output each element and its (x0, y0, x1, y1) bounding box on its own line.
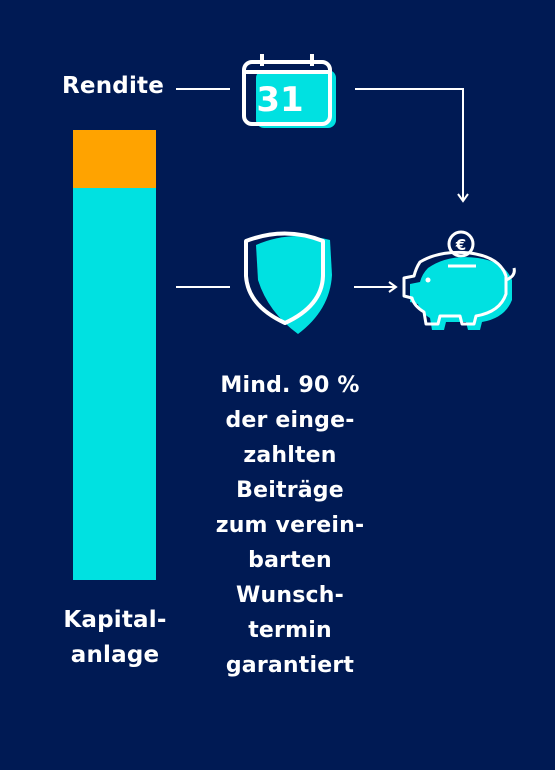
calendar-icon: 31 (242, 54, 336, 128)
piggy-eye (425, 277, 431, 283)
piggy-body-outline (402, 250, 508, 326)
shield-outline (244, 231, 325, 325)
coin-icon (447, 230, 475, 258)
arrowhead-down (457, 193, 469, 203)
bar-segment-rendite (73, 130, 156, 188)
piggy-tail (505, 267, 516, 282)
arrowhead-right (388, 281, 398, 293)
bar-segment-kapitalanlage (73, 188, 156, 580)
coin-symbol: € (455, 236, 466, 254)
piggy-bank-icon: € (402, 230, 516, 330)
calendar-day: 31 (256, 80, 303, 120)
shield-icon (244, 231, 332, 334)
rendite-label: Rendite (62, 73, 165, 99)
calendar-outline (242, 60, 332, 126)
connector-calendar-to-piggy (355, 88, 464, 200)
shield-fill (256, 236, 332, 334)
connector-lines (176, 88, 469, 293)
calendar-fill (256, 70, 336, 128)
guarantee-text: Mind. 90 % der einge- zahlten Beiträge z… (215, 373, 365, 678)
kapitalanlage-label: Kapital- anlage (63, 607, 167, 668)
